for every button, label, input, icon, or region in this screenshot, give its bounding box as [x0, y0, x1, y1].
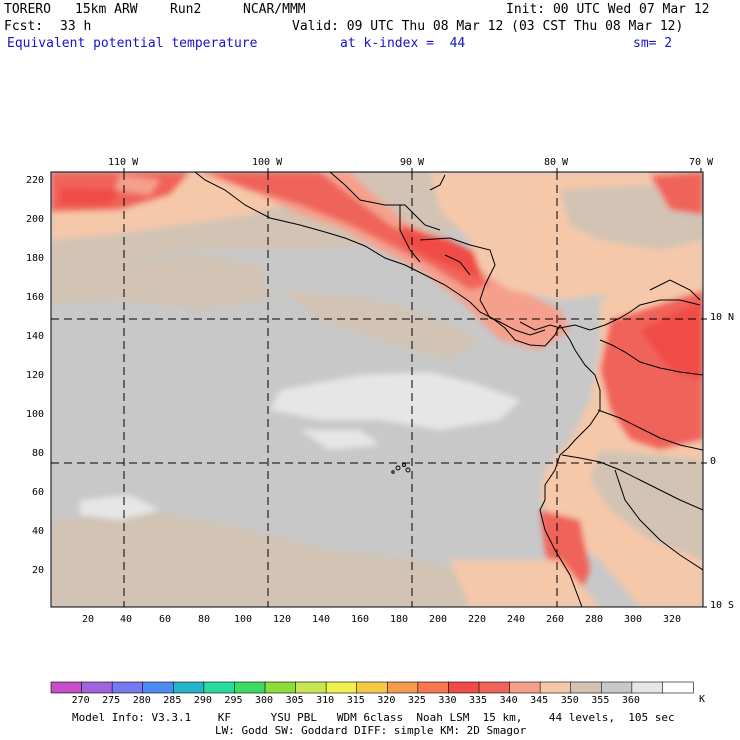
y-tick-100: 100	[25, 409, 44, 420]
colorbar-label: 300	[255, 695, 274, 706]
run-label: Run2	[170, 2, 202, 17]
x-tick-60: 60	[159, 614, 172, 625]
lat-label-0: 0	[710, 456, 717, 467]
x-tick-300: 300	[624, 614, 643, 625]
colorbar-label: 295	[224, 695, 243, 706]
y-tick-140: 140	[25, 331, 44, 342]
x-tick-260: 260	[546, 614, 565, 625]
colorbar-label: 355	[591, 695, 610, 706]
fcst-value: 33 h	[60, 19, 92, 34]
colorbar-label: 335	[469, 695, 488, 706]
x-tick-20: 20	[82, 614, 95, 625]
lon-label-70w: 70 W	[689, 157, 714, 168]
smoothing-label: sm= 2	[633, 36, 673, 51]
model-info-line2: LW: Godd SW: Goddard DIFF: simple KM: 2D…	[215, 724, 527, 737]
y-tick-120: 120	[25, 370, 44, 381]
lon-label-110w: 110 W	[108, 157, 139, 168]
colorbar-label: 285	[163, 695, 182, 706]
x-tick-180: 180	[390, 614, 409, 625]
model-resolution: 15km ARW	[75, 2, 138, 17]
field-fill	[51, 172, 703, 607]
y-tick-220: 220	[25, 175, 44, 186]
colorbar-label: 350	[560, 695, 579, 706]
y-tick-160: 160	[25, 292, 44, 303]
x-tick-120: 120	[273, 614, 292, 625]
colorbar-label: 310	[316, 695, 335, 706]
y-tick-180: 180	[25, 253, 44, 264]
model-name: TORERO	[4, 2, 51, 17]
x-tick-160: 160	[351, 614, 370, 625]
colorbar-label: 305	[285, 695, 304, 706]
lon-label-90w: 90 W	[400, 157, 425, 168]
coastlines	[194, 172, 703, 607]
lat-label-10s: 10 S	[710, 600, 735, 611]
x-tick-200: 200	[429, 614, 448, 625]
field-name: Equivalent potential temperature	[7, 36, 258, 51]
org-label: NCAR/MMM	[243, 2, 306, 17]
colorbar-label: 280	[132, 695, 151, 706]
x-tick-280: 280	[585, 614, 604, 625]
lat-label-10n: 10 N	[710, 312, 735, 323]
colorbar-label: 325	[407, 695, 426, 706]
x-tick-140: 140	[312, 614, 331, 625]
colorbar-label: 270	[71, 695, 90, 706]
x-tick-240: 240	[507, 614, 526, 625]
x-tick-40: 40	[120, 614, 133, 625]
colorbar-label: 275	[102, 695, 121, 706]
y-tick-40: 40	[31, 526, 44, 537]
y-tick-80: 80	[31, 448, 44, 459]
x-tick-100: 100	[234, 614, 253, 625]
x-tick-320: 320	[663, 614, 682, 625]
colorbar-label: 345	[530, 695, 549, 706]
model-info-line1: Model Info: V3.3.1 KF YSU PBL WDM 6class…	[72, 711, 675, 724]
colorbar-label: 320	[377, 695, 396, 706]
colorbar-label: 340	[499, 695, 518, 706]
axis-ticks	[123, 168, 707, 608]
colorbar-label: 315	[346, 695, 365, 706]
y-tick-60: 60	[31, 487, 44, 498]
colorbar-label: 290	[193, 695, 212, 706]
x-tick-80: 80	[198, 614, 211, 625]
x-tick-220: 220	[468, 614, 487, 625]
level-label: at k-index = 44	[340, 36, 466, 51]
colorbar-label: 360	[621, 695, 640, 706]
y-tick-20: 20	[31, 565, 44, 576]
colorbar-label: 330	[438, 695, 457, 706]
lon-label-80w: 80 W	[544, 157, 569, 168]
valid-time: Valid: 09 UTC Thu 08 Mar 12 (03 CST Thu …	[292, 19, 684, 34]
colorbar-unit: K	[699, 694, 706, 705]
lon-label-100w: 100 W	[252, 157, 283, 168]
y-tick-200: 200	[25, 214, 44, 225]
init-time: Init: 00 UTC Wed 07 Mar 12	[506, 2, 710, 17]
fcst-label: Fcst:	[4, 19, 44, 34]
graticule	[51, 172, 703, 607]
map-frame	[50, 171, 704, 608]
